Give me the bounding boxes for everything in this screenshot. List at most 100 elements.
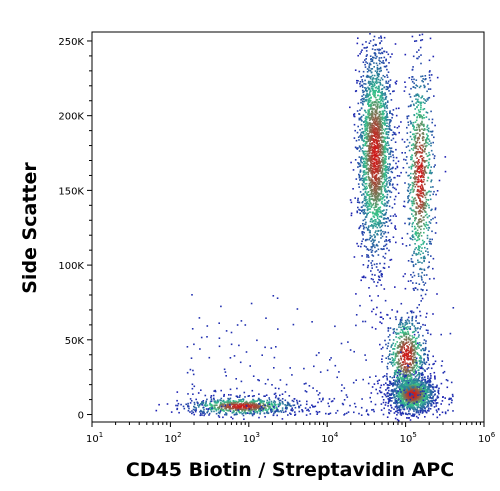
event-point	[376, 196, 378, 198]
event-point	[397, 362, 399, 365]
event-point	[418, 366, 420, 369]
event-point	[399, 362, 402, 364]
event-point	[411, 317, 413, 319]
event-point	[377, 101, 379, 104]
event-point	[415, 193, 418, 196]
event-point	[392, 361, 395, 363]
event-point	[358, 118, 361, 121]
event-point	[384, 121, 386, 123]
event-point	[389, 361, 391, 363]
event-point	[358, 139, 360, 141]
event-point	[418, 354, 420, 356]
event-point	[396, 311, 399, 313]
event-point	[425, 201, 427, 203]
event-point	[433, 399, 435, 402]
event-point	[378, 157, 381, 159]
event-point	[393, 328, 396, 330]
event-point	[391, 359, 394, 362]
event-point	[424, 170, 427, 173]
event-point	[369, 128, 371, 131]
event-point	[419, 398, 421, 401]
event-point	[386, 193, 389, 196]
event-point	[384, 140, 386, 143]
event-point	[361, 134, 364, 137]
event-point	[375, 178, 377, 180]
event-point	[384, 160, 387, 162]
event-point	[421, 157, 423, 160]
event-point	[430, 377, 432, 379]
event-point	[402, 375, 404, 377]
event-point	[388, 166, 391, 168]
event-point	[422, 78, 424, 80]
event-point	[413, 348, 416, 350]
event-point	[381, 119, 384, 121]
event-point	[415, 254, 418, 256]
event-point	[412, 413, 415, 416]
event-point	[420, 383, 423, 386]
event-point	[361, 84, 364, 87]
event-point	[378, 48, 380, 51]
event-point	[428, 227, 431, 229]
event-point	[373, 222, 375, 225]
event-point	[379, 311, 382, 314]
event-point	[419, 391, 422, 393]
event-point	[432, 141, 434, 144]
event-point	[415, 348, 418, 350]
event-point	[419, 192, 422, 195]
event-point	[376, 99, 379, 101]
event-point	[373, 101, 376, 104]
event-point	[421, 200, 424, 203]
event-point	[414, 170, 416, 172]
event-point	[427, 405, 430, 407]
event-point	[420, 62, 422, 65]
event-point	[369, 114, 372, 116]
event-point	[374, 92, 376, 95]
event-point	[427, 127, 430, 130]
event-point	[417, 225, 419, 227]
event-point	[412, 403, 414, 405]
event-point	[379, 162, 381, 165]
event-point	[415, 342, 417, 344]
event-point	[423, 383, 425, 386]
event-point	[377, 295, 379, 297]
event-point	[429, 241, 432, 243]
event-point	[399, 355, 402, 358]
event-point	[379, 161, 381, 163]
event-point	[367, 134, 369, 136]
event-point	[427, 135, 429, 137]
event-point	[409, 385, 411, 388]
event-point	[422, 181, 425, 183]
event-point	[413, 370, 416, 373]
event-point	[416, 387, 418, 390]
event-point	[415, 217, 417, 219]
event-point	[353, 256, 356, 258]
event-point	[367, 140, 370, 142]
event-point	[397, 380, 399, 383]
event-point	[398, 378, 401, 380]
event-point	[398, 396, 400, 399]
event-point	[387, 163, 389, 165]
event-point	[369, 144, 371, 146]
event-point	[398, 380, 400, 382]
event-point	[434, 360, 437, 363]
event-point	[377, 223, 379, 225]
event-point	[395, 148, 397, 151]
event-point	[428, 76, 431, 79]
event-point	[407, 358, 409, 361]
event-point	[391, 134, 394, 136]
event-point	[396, 406, 399, 409]
event-point	[389, 219, 392, 221]
event-point	[406, 417, 408, 419]
event-point	[375, 189, 378, 192]
event-point	[373, 143, 375, 146]
event-point	[367, 264, 369, 267]
event-point	[402, 378, 405, 380]
event-point	[421, 155, 423, 157]
event-point	[365, 87, 368, 90]
event-point	[424, 346, 427, 349]
event-point	[380, 102, 383, 105]
event-point	[404, 273, 406, 275]
event-point	[429, 194, 431, 197]
event-point	[407, 280, 410, 282]
event-point	[401, 379, 404, 382]
